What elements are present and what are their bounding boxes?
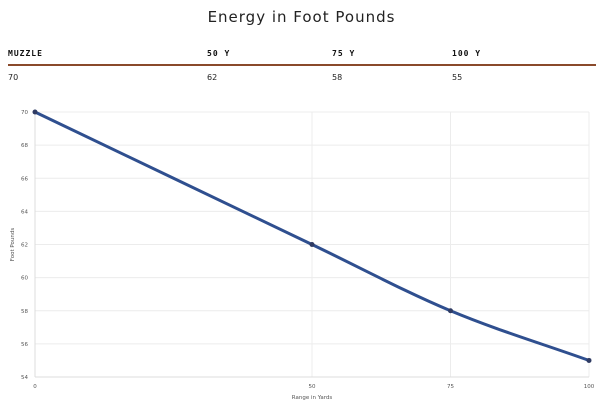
y-tick-label: 70 <box>21 110 28 116</box>
table-value-row: 70 62 58 55 <box>8 66 596 86</box>
x-axis-label: Range in Yards <box>292 395 333 401</box>
chart-title: Energy in Foot Pounds <box>207 8 396 26</box>
y-tick-label: 62 <box>21 243 28 249</box>
y-tick-label: 66 <box>21 176 28 182</box>
data-point <box>32 109 38 115</box>
y-axis-label: Foot Pounds <box>10 228 16 262</box>
y-tick-label: 64 <box>21 209 28 215</box>
energy-table: MUZZLE 50 Y 75 Y 100 Y 70 62 58 55 <box>8 47 596 86</box>
chart-axes <box>34 112 589 378</box>
header-50-yards: 50 Y <box>207 49 231 58</box>
value-50-yards: 62 <box>207 73 218 82</box>
x-tick-label: 50 <box>309 384 316 390</box>
y-tick-label: 68 <box>21 143 28 149</box>
x-tick-label: 100 <box>584 384 595 390</box>
data-point <box>586 357 592 363</box>
value-100-yards: 55 <box>452 73 463 82</box>
series-line <box>33 110 591 362</box>
data-point <box>448 308 453 314</box>
table-header-row: MUZZLE 50 Y 75 Y 100 Y <box>8 47 596 66</box>
chart-series <box>32 109 592 363</box>
x-tick-label: 0 <box>33 384 37 390</box>
header-75-yards: 75 Y <box>332 49 356 58</box>
data-point <box>309 242 315 247</box>
value-75-yards: 58 <box>332 73 343 82</box>
y-tick-label: 60 <box>21 276 28 282</box>
chart-ticks: 54 56 58 60 62 64 66 68 70 0 50 75 100 <box>21 110 595 390</box>
y-tick-label: 58 <box>21 309 28 315</box>
header-100-yards: 100 Y <box>452 49 482 58</box>
header-muzzle: MUZZLE <box>8 49 43 58</box>
y-tick-label: 54 <box>21 375 28 381</box>
value-muzzle: 70 <box>8 73 19 82</box>
x-tick-label: 75 <box>447 384 454 390</box>
y-tick-label: 56 <box>21 342 28 348</box>
